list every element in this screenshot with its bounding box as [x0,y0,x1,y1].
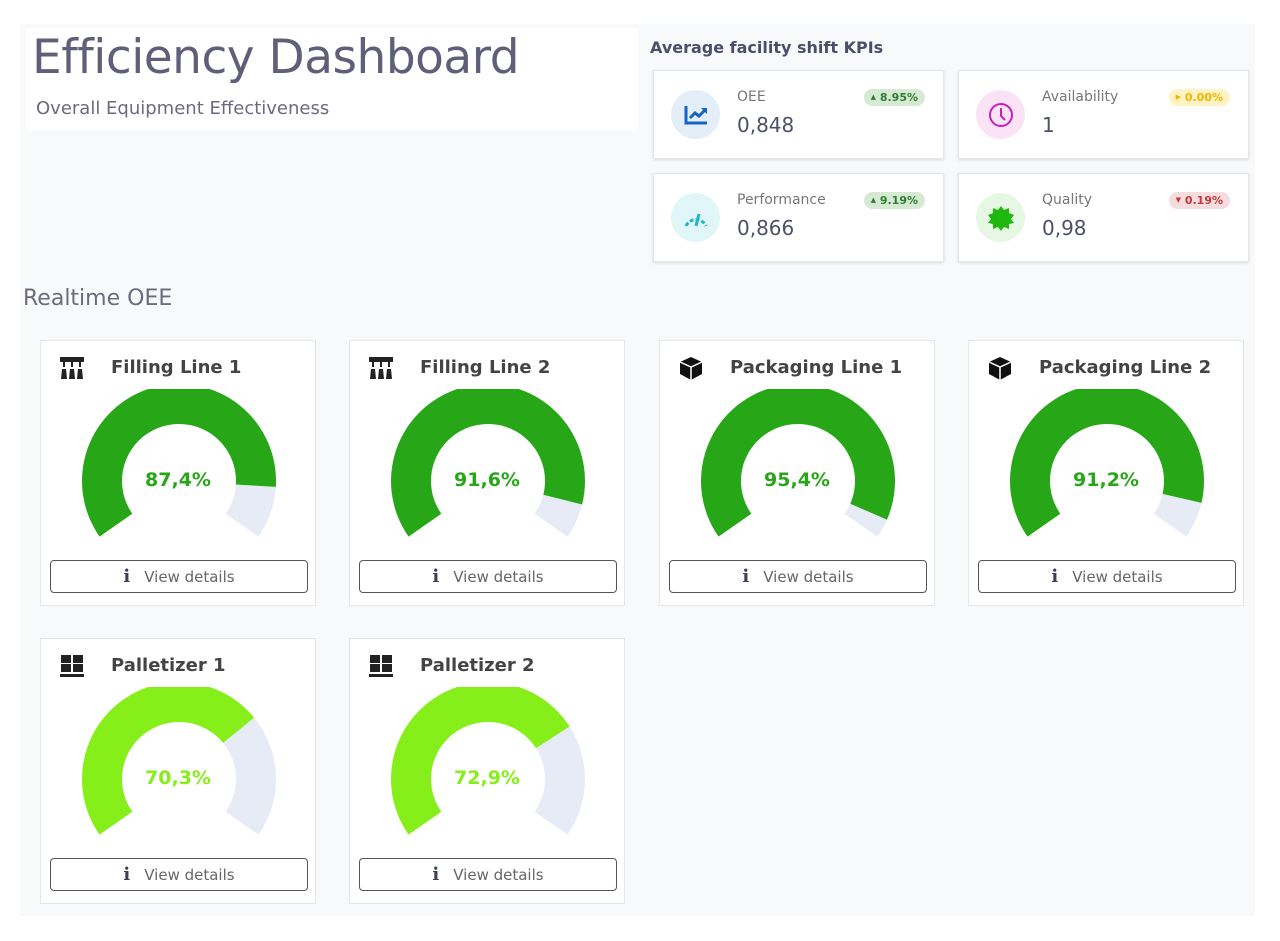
kpi-value: 0,848 [737,113,795,137]
kpi-card-performance: Performance 0,866 ▲ 9.19% [653,173,944,262]
line-name: Filling Line 1 [111,357,242,378]
filling-machine-icon [368,355,394,381]
trend-up-icon: ▲ [870,93,876,101]
oee-value: 95,4% [764,469,830,491]
oee-value: 87,4% [145,469,211,491]
info-icon: i [742,566,750,587]
view-details-label: View details [763,567,854,586]
oee-value: 91,2% [1073,469,1139,491]
kpi-change-badge: ▶ 0.00% [1168,89,1230,106]
gauge-fill [391,687,570,835]
speedometer-icon [671,193,720,242]
kpi-value: 0,98 [1042,216,1087,240]
kpi-card-quality: Quality 0,98 ▼ 0.19% [958,173,1249,262]
kpi-label: OEE [737,89,766,105]
info-icon: i [1051,566,1059,587]
info-icon: i [123,864,131,885]
gauge-track [534,726,585,835]
gauge-fill [82,389,276,537]
gauge-track [223,717,276,835]
oee-value: 72,9% [454,767,520,789]
line-card-palletizer-2: Palletizer 2 72,9% i View details [349,638,625,904]
info-icon: i [432,864,440,885]
quality-badge-icon [976,193,1025,242]
line-name: Palletizer 1 [111,655,226,676]
gauge-fill [82,687,255,835]
view-details-button[interactable]: i View details [50,858,308,891]
oee-gauge [1010,389,1204,537]
gauge-fill [1010,389,1204,537]
kpi-value: 1 [1042,113,1055,137]
kpi-change-value: 0.19% [1184,194,1223,207]
view-details-button[interactable]: i View details [359,858,617,891]
header: Efficiency Dashboard Overall Equipment E… [26,28,638,130]
kpi-change-value: 8.95% [879,91,918,104]
gauge-track [534,494,583,537]
view-details-label: View details [453,865,544,884]
kpi-change-value: 9.19% [879,194,918,207]
kpi-card-oee: OEE 0,848 ▲ 8.95% [653,70,944,159]
page-subtitle: Overall Equipment Effectiveness [36,98,330,119]
box-icon [987,355,1013,381]
gauge-track [1153,493,1202,537]
oee-gauge [82,389,276,537]
trend-flat-icon: ▶ [1175,93,1181,101]
trend-down-icon: ▼ [1175,196,1181,204]
oee-gauge [391,687,585,835]
clock-icon [976,90,1025,139]
gauge-track [225,484,276,537]
oee-value: 91,6% [454,469,520,491]
view-details-label: View details [144,865,235,884]
kpi-change-badge: ▼ 0.19% [1168,192,1230,209]
kpi-label: Performance [737,192,826,208]
view-details-label: View details [1072,567,1163,586]
line-name: Packaging Line 1 [730,357,903,378]
oee-value: 70,3% [145,767,211,789]
line-card-filling-line-2: Filling Line 2 91,6% i View details [349,340,625,606]
line-name: Palletizer 2 [420,655,535,676]
view-details-button[interactable]: i View details [50,560,308,593]
kpi-change-value: 0.00% [1184,91,1223,104]
kpi-heading: Average facility shift KPIs [650,38,884,57]
trend-up-icon: ▲ [870,196,876,204]
realtime-heading: Realtime OEE [23,286,173,311]
view-details-button[interactable]: i View details [978,560,1236,593]
info-icon: i [123,566,131,587]
box-icon [678,355,704,381]
line-name: Filling Line 2 [420,357,551,378]
line-card-filling-line-1: Filling Line 1 87,4% i View details [40,340,316,606]
line-card-packaging-line-1: Packaging Line 1 95,4% i View details [659,340,935,606]
view-details-label: View details [453,567,544,586]
gauge-track [844,503,887,537]
kpi-label: Quality [1042,192,1093,208]
oee-gauge [82,687,276,835]
chart-trend-icon [671,90,720,139]
info-icon: i [432,566,440,587]
pallet-icon [368,653,394,679]
line-card-packaging-line-2: Packaging Line 2 91,2% i View details [968,340,1244,606]
oee-gauge [391,389,585,537]
kpi-label: Availability [1042,89,1119,105]
oee-gauge [701,389,895,537]
gauge-fill [391,389,585,537]
filling-machine-icon [59,355,85,381]
kpi-card-availability: Availability 1 ▶ 0.00% [958,70,1249,159]
line-name: Packaging Line 2 [1039,357,1212,378]
pallet-icon [59,653,85,679]
view-details-button[interactable]: i View details [669,560,927,593]
view-details-label: View details [144,567,235,586]
kpi-value: 0,866 [737,216,795,240]
page-title: Efficiency Dashboard [32,30,520,85]
view-details-button[interactable]: i View details [359,560,617,593]
kpi-change-badge: ▲ 8.95% [863,89,925,106]
kpi-change-badge: ▲ 9.19% [863,192,925,209]
gauge-fill [701,389,895,537]
line-card-palletizer-1: Palletizer 1 70,3% i View details [40,638,316,904]
